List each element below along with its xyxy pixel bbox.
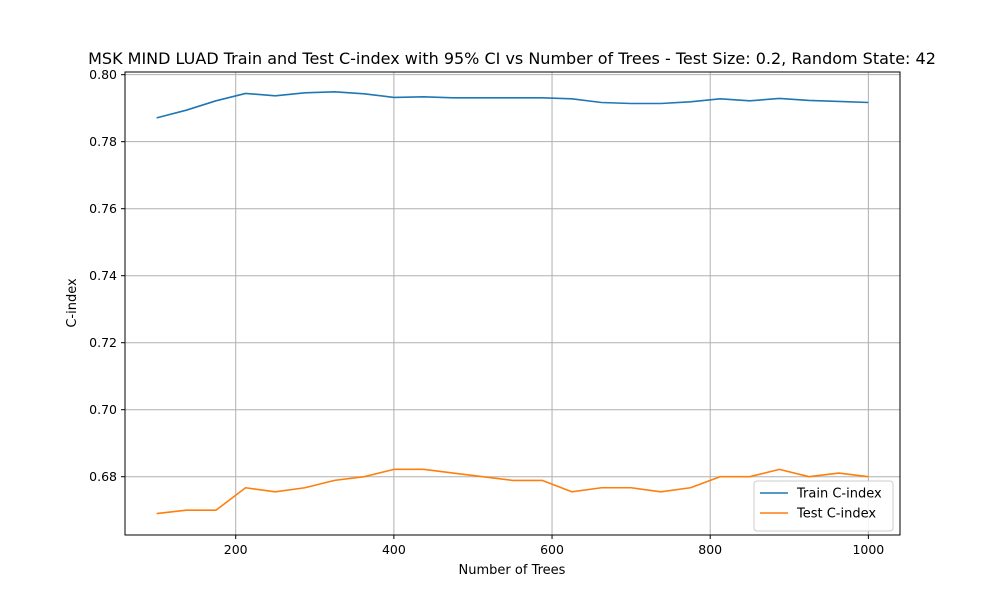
y-tick-label: 0.72 [89, 335, 117, 350]
x-tick-label: 1000 [852, 542, 884, 557]
y-tick-label: 0.76 [89, 201, 117, 216]
y-tick-label: 0.74 [89, 268, 117, 283]
legend-box [753, 480, 894, 532]
grid-lines [125, 72, 900, 535]
y-tick-label: 0.68 [89, 469, 117, 484]
series-line-1 [156, 468, 869, 515]
y-tick-label: 0.70 [89, 402, 117, 417]
x-tick-label: 600 [540, 542, 564, 557]
x-tick-label: 200 [224, 542, 248, 557]
legend: Train C-index Test C-index [753, 480, 894, 532]
x-axis-label: Number of Trees [459, 563, 566, 578]
y-tick-label: 0.80 [89, 67, 117, 82]
chart-title: MSK MIND LUAD Train and Test C-index wit… [88, 49, 936, 68]
axis-ticks: 200 400 600 800 1000 0.68 0.70 0.72 0.74 0.76 0.78… [89, 67, 884, 557]
series-lines [156, 90, 869, 515]
plot-area-frame [124, 71, 901, 536]
legend-label-0: Train C-index [796, 487, 882, 502]
legend-label-1: Test C-index [796, 507, 876, 522]
y-tick-label: 0.78 [89, 134, 117, 149]
y-axis-label: C-index [65, 278, 80, 328]
series-line-0 [156, 90, 869, 119]
x-tick-label: 400 [382, 542, 406, 557]
x-tick-label: 800 [698, 542, 722, 557]
